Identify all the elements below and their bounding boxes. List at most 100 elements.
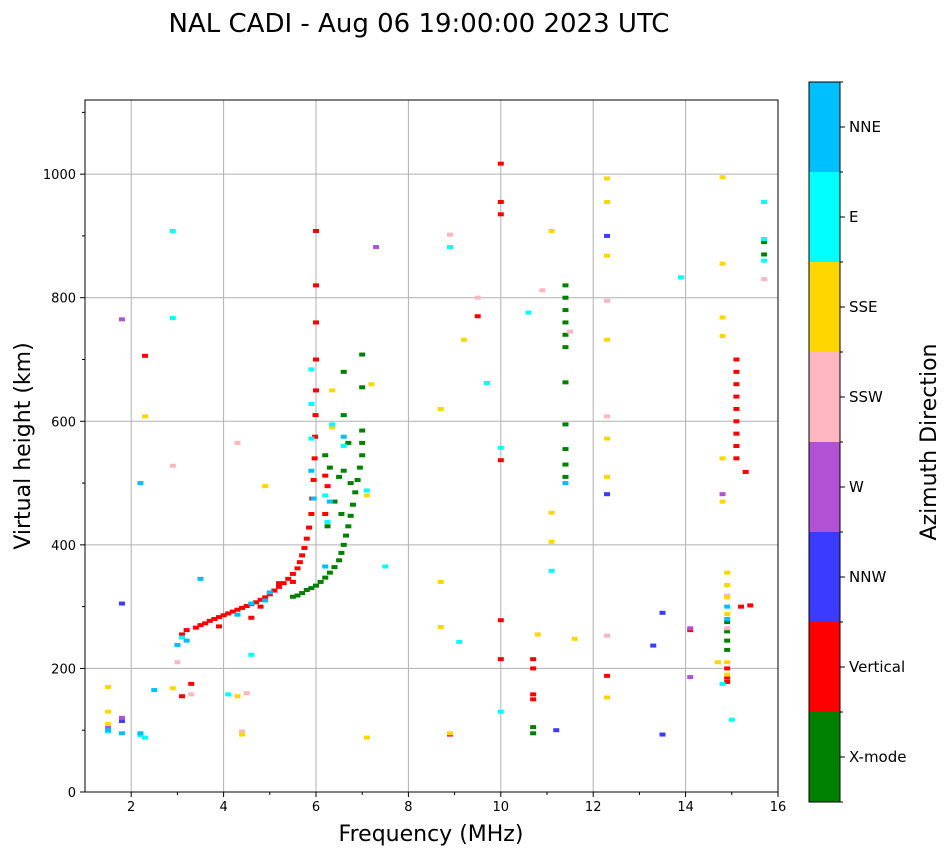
data-point-ssw: [234, 440, 241, 445]
data-point-sse: [724, 660, 731, 665]
data-point-e: [483, 380, 490, 385]
data-point-x-mode: [324, 524, 331, 529]
data-point-nne: [308, 468, 315, 473]
data-point-x-mode: [345, 524, 352, 529]
colorbar-label-nnw: NNW: [849, 568, 886, 586]
data-point-nne: [310, 496, 317, 501]
data-point-x-mode: [340, 542, 347, 547]
y-axis-ticks: 0 200 400 600 800 1000: [43, 111, 85, 801]
data-point-e: [308, 436, 315, 441]
data-point-vertical: [252, 600, 259, 605]
data-point-sse: [460, 337, 467, 342]
data-point-x-mode: [340, 468, 347, 473]
data-point-x-mode: [338, 511, 345, 516]
data-point-x-mode: [322, 453, 329, 458]
data-point-e: [308, 401, 315, 406]
data-point-ssw: [474, 295, 481, 300]
data-point-x-mode: [359, 440, 366, 445]
data-point-sse: [724, 672, 731, 677]
data-point-ssw: [243, 691, 250, 696]
data-point-x-mode: [349, 502, 356, 507]
data-point-x-mode: [530, 731, 537, 736]
data-point-x-mode: [562, 462, 569, 467]
data-point-x-mode: [530, 725, 537, 730]
data-point-x-mode: [359, 385, 366, 390]
data-point-nne: [151, 688, 158, 693]
x-tick-label: 10: [493, 800, 510, 815]
data-point-vertical: [308, 511, 315, 516]
data-point-vertical: [310, 477, 317, 482]
data-point-ssw: [169, 463, 176, 468]
data-point-vertical: [733, 357, 740, 362]
data-point-vertical: [248, 615, 255, 620]
data-point-e: [497, 445, 504, 450]
data-point-w: [118, 715, 125, 720]
data-point-nne: [137, 481, 144, 486]
colorbar-segment: [809, 532, 840, 622]
colorbar-segment: [809, 622, 840, 712]
data-point-ssw: [724, 626, 731, 631]
data-point-vertical: [724, 675, 731, 680]
data-point-sse: [329, 388, 336, 393]
data-point-ssw: [604, 414, 611, 419]
data-point-vertical: [188, 681, 195, 686]
data-point-w: [719, 492, 726, 497]
data-point-sse: [548, 228, 555, 233]
data-point-vertical: [733, 369, 740, 374]
data-point-vertical: [313, 320, 319, 325]
data-point-sse: [719, 499, 726, 504]
data-point-vertical: [257, 604, 264, 609]
colorbar-label-e: E: [849, 208, 858, 226]
data-point-sse: [604, 253, 611, 258]
colorbar-label-sse: SSE: [849, 298, 878, 316]
data-point-vertical: [313, 228, 319, 233]
data-point-vertical: [192, 625, 199, 630]
data-point-nne: [183, 638, 190, 643]
x-tick-label: 16: [770, 800, 787, 815]
data-point-vertical: [303, 536, 310, 541]
data-point-sse: [105, 684, 112, 689]
data-point-x-mode: [761, 240, 768, 245]
data-point-nnw: [553, 728, 560, 733]
colorbar-label-x-mode: X-mode: [849, 748, 906, 766]
data-point-e: [728, 717, 735, 722]
data-point-x-mode: [331, 499, 338, 504]
data-point-e: [446, 245, 453, 250]
data-point-x-mode: [761, 252, 768, 257]
data-point-sse: [169, 686, 176, 691]
colorbar-segment: [809, 172, 840, 262]
y-tick-label: 0: [68, 786, 76, 801]
data-point-vertical: [296, 560, 303, 565]
data-point-sse: [719, 315, 726, 320]
data-point-x-mode: [562, 474, 569, 479]
data-point-e: [677, 275, 684, 280]
data-point-sse: [234, 694, 241, 699]
data-point-x-mode: [354, 477, 361, 482]
data-point-vertical: [747, 603, 754, 608]
data-point-vertical: [497, 212, 504, 217]
data-point-x-mode: [326, 465, 333, 470]
data-point-vertical: [733, 382, 740, 387]
data-point-x-mode: [326, 570, 333, 575]
data-point-x-mode: [724, 647, 731, 652]
data-point-sse: [604, 436, 611, 441]
colorbar-segment: [809, 82, 840, 172]
data-point-vertical: [220, 613, 227, 618]
data-point-vertical: [313, 357, 319, 362]
data-point-sse: [604, 199, 611, 204]
data-point-vertical: [243, 604, 250, 609]
data-point-nne: [118, 731, 125, 736]
data-point-vertical: [225, 611, 232, 616]
data-point-x-mode: [359, 352, 366, 357]
x-tick-label: 14: [677, 800, 694, 815]
colorbar-label-w: W: [849, 478, 864, 496]
data-point-vertical: [313, 283, 319, 288]
data-point-vertical: [206, 618, 213, 623]
data-point-e: [363, 488, 370, 493]
data-point-sse: [437, 625, 444, 630]
data-point-sse: [329, 425, 336, 430]
data-point-vertical: [724, 666, 731, 671]
data-point-nnw: [118, 601, 125, 606]
data-point-vertical: [234, 607, 241, 612]
data-point-e: [761, 237, 768, 242]
